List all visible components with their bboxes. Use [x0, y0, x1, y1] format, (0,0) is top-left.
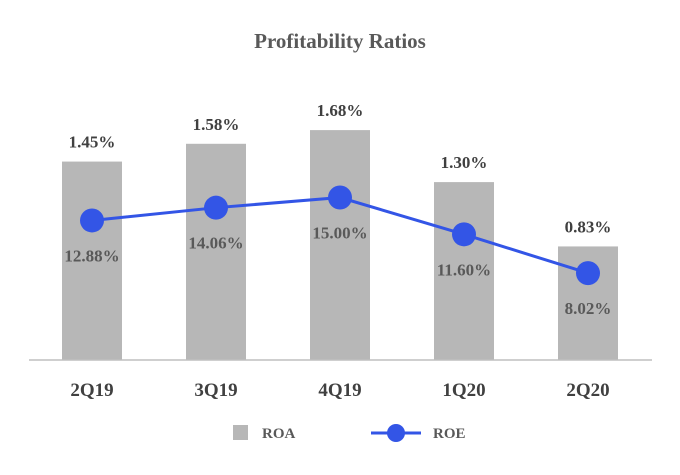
roe-data-labels: 12.88% 14.06% 15.00% 11.60% 8.02%	[64, 224, 611, 319]
legend-roe-marker	[387, 424, 405, 442]
roe-point-1q20	[452, 222, 476, 247]
roe-point-2q19	[80, 208, 104, 233]
x-tick-1q20: 1Q20	[442, 380, 485, 401]
roa-bars	[62, 130, 618, 360]
legend-roa-swatch	[233, 425, 248, 440]
legend: ROA ROE	[233, 424, 466, 442]
chart-title: Profitability Ratios	[254, 29, 426, 53]
roa-data-labels: 1.45% 1.58% 1.68% 1.30% 0.83%	[69, 101, 612, 236]
roe-point-2q20	[576, 261, 600, 286]
roe-line-series	[80, 185, 600, 286]
roe-label-4q19: 15.00%	[312, 224, 367, 243]
roe-point-3q19	[204, 195, 228, 220]
roa-bar-1q20	[434, 182, 494, 360]
roe-label-3q19: 14.06%	[188, 234, 243, 253]
x-tick-3q19: 3Q19	[194, 380, 237, 401]
legend-roe-label: ROE	[433, 426, 466, 442]
roa-bar-2q19	[62, 161, 122, 360]
x-tick-2q19: 2Q19	[70, 380, 113, 401]
roa-label-2q20: 0.83%	[565, 217, 612, 236]
x-tick-4q19: 4Q19	[318, 380, 361, 401]
x-axis-ticks: 2Q19 3Q19 4Q19 1Q20 2Q20	[70, 380, 609, 401]
roe-label-2q20: 8.02%	[565, 299, 612, 318]
roe-label-2q19: 12.88%	[64, 246, 119, 265]
roa-bar-4q19	[310, 130, 370, 360]
roa-label-2q19: 1.45%	[69, 133, 116, 152]
legend-roa-label: ROA	[262, 426, 296, 442]
roa-label-1q20: 1.30%	[441, 153, 488, 172]
x-tick-2q20: 2Q20	[566, 380, 609, 401]
roe-point-4q19	[328, 185, 352, 210]
roe-label-1q20: 11.60%	[437, 260, 491, 279]
roa-label-3q19: 1.58%	[193, 115, 240, 134]
roa-bar-3q19	[186, 143, 246, 360]
roa-label-4q19: 1.68%	[317, 101, 364, 120]
